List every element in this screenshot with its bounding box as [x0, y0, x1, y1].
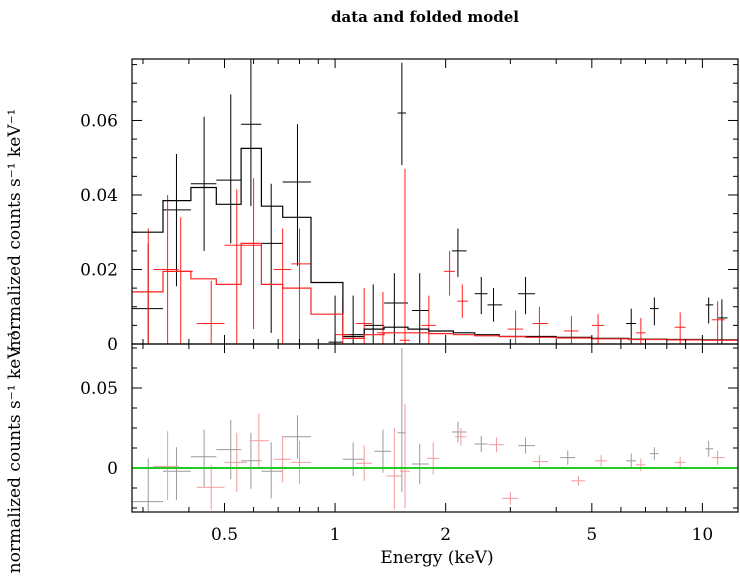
bottom-y-tick-label: 0.05	[80, 379, 118, 399]
bottom-data-point	[273, 436, 292, 483]
bottom-data-point	[532, 455, 549, 468]
bottom-data-point	[636, 458, 646, 472]
top-data-point	[626, 308, 637, 344]
top-data-point	[717, 299, 728, 344]
x-tick-label: 2	[440, 525, 451, 545]
bottom-data-point	[261, 442, 283, 499]
bottom-panel-frame	[131, 343, 739, 513]
bottom-data-point	[427, 442, 440, 475]
top-data-point	[241, 59, 262, 207]
top-data-point	[397, 62, 407, 166]
top-data-point	[132, 243, 163, 344]
top-data-point	[364, 284, 385, 344]
top-data-point	[190, 116, 217, 251]
top-data-point	[591, 314, 605, 344]
top-y-tick-label: 0.06	[80, 111, 118, 131]
bottom-data-point	[224, 432, 247, 492]
bottom-data-point	[355, 445, 372, 481]
top-data-point	[564, 316, 579, 344]
bottom-data-point	[342, 442, 365, 476]
bottom-data-point	[560, 450, 576, 465]
top-data-point	[507, 310, 524, 344]
bottom-data-point	[291, 440, 312, 484]
bottom-data-point	[674, 456, 686, 468]
x-tick-label: 1	[330, 525, 341, 545]
top-y-tick-label: 0.04	[80, 186, 118, 206]
top-data-point	[261, 183, 283, 333]
bottom-data-point	[153, 431, 179, 500]
bottom-y-tick-label: 0	[107, 459, 118, 479]
top-data-point	[674, 312, 686, 344]
top-model-step-line	[132, 147, 738, 341]
top-data-point	[457, 284, 468, 318]
top-data-point	[451, 228, 467, 277]
bottom-data-point	[626, 453, 637, 468]
top-data-point	[167, 217, 193, 344]
top-panel: 0 0.02 0.04 0.06 normalized counts s⁻¹ keV⁻…	[5, 58, 739, 355]
bottom-data-point	[571, 476, 586, 486]
bottom-data-point	[216, 420, 242, 480]
bottom-data-point	[518, 437, 535, 454]
bottom-y-axis-label: normalized counts s⁻¹ keV⁻¹	[5, 331, 25, 574]
top-data-point	[132, 228, 163, 344]
top-data-point	[376, 291, 392, 344]
top-data-point	[711, 301, 725, 344]
x-axis-label: Energy (keV)	[380, 548, 493, 568]
top-data-point	[487, 288, 503, 322]
bottom-data-point	[502, 492, 519, 505]
bottom-data-point	[649, 447, 659, 460]
x-tick-label: 5	[586, 525, 597, 545]
bottom-data-point	[451, 421, 467, 443]
top-data-point	[532, 306, 549, 344]
top-data-point	[474, 276, 488, 315]
top-data-point	[153, 194, 179, 344]
top-y-axis-label: normalized counts s⁻¹ keV⁻¹	[5, 109, 25, 352]
bottom-data-point	[241, 432, 262, 489]
bottom-data-point	[705, 440, 714, 457]
top-data-point	[216, 94, 242, 244]
top-y-tick-label: 0	[107, 335, 118, 355]
bottom-data-point	[374, 429, 392, 473]
bottom-data-point	[474, 436, 488, 452]
bottom-data-point	[488, 437, 504, 452]
top-data-point	[421, 295, 436, 344]
top-data-point	[399, 168, 411, 344]
top-data-point	[328, 295, 343, 344]
bottom-data-point	[594, 455, 608, 467]
top-data-point	[282, 124, 312, 266]
bottom-data-point	[282, 415, 312, 459]
top-data-point	[291, 228, 312, 344]
bottom-data-point	[190, 429, 217, 488]
top-data-point	[649, 297, 659, 326]
x-tick-label: 10	[692, 525, 714, 545]
x-tick-label: 0.5	[211, 525, 238, 545]
top-data-point	[224, 189, 247, 344]
bottom-panel: 0 0.05 normalized counts s⁻¹ keV⁻¹	[5, 331, 739, 574]
top-panel-frame	[131, 58, 739, 345]
bottom-data-point	[399, 404, 411, 508]
chart-title: data and folded model	[331, 8, 519, 26]
top-data-point	[518, 276, 535, 315]
bottom-data-point	[412, 444, 429, 484]
bottom-data-point	[454, 428, 467, 446]
top-y-tick-label: 0.02	[80, 260, 118, 280]
top-data-point	[444, 250, 455, 296]
top-data-point	[705, 297, 714, 324]
bottom-data-point	[196, 464, 225, 510]
top-data-point	[246, 178, 262, 330]
bottom-data-point	[249, 413, 269, 468]
top-data-point	[196, 280, 225, 344]
bottom-data-point	[711, 450, 725, 465]
